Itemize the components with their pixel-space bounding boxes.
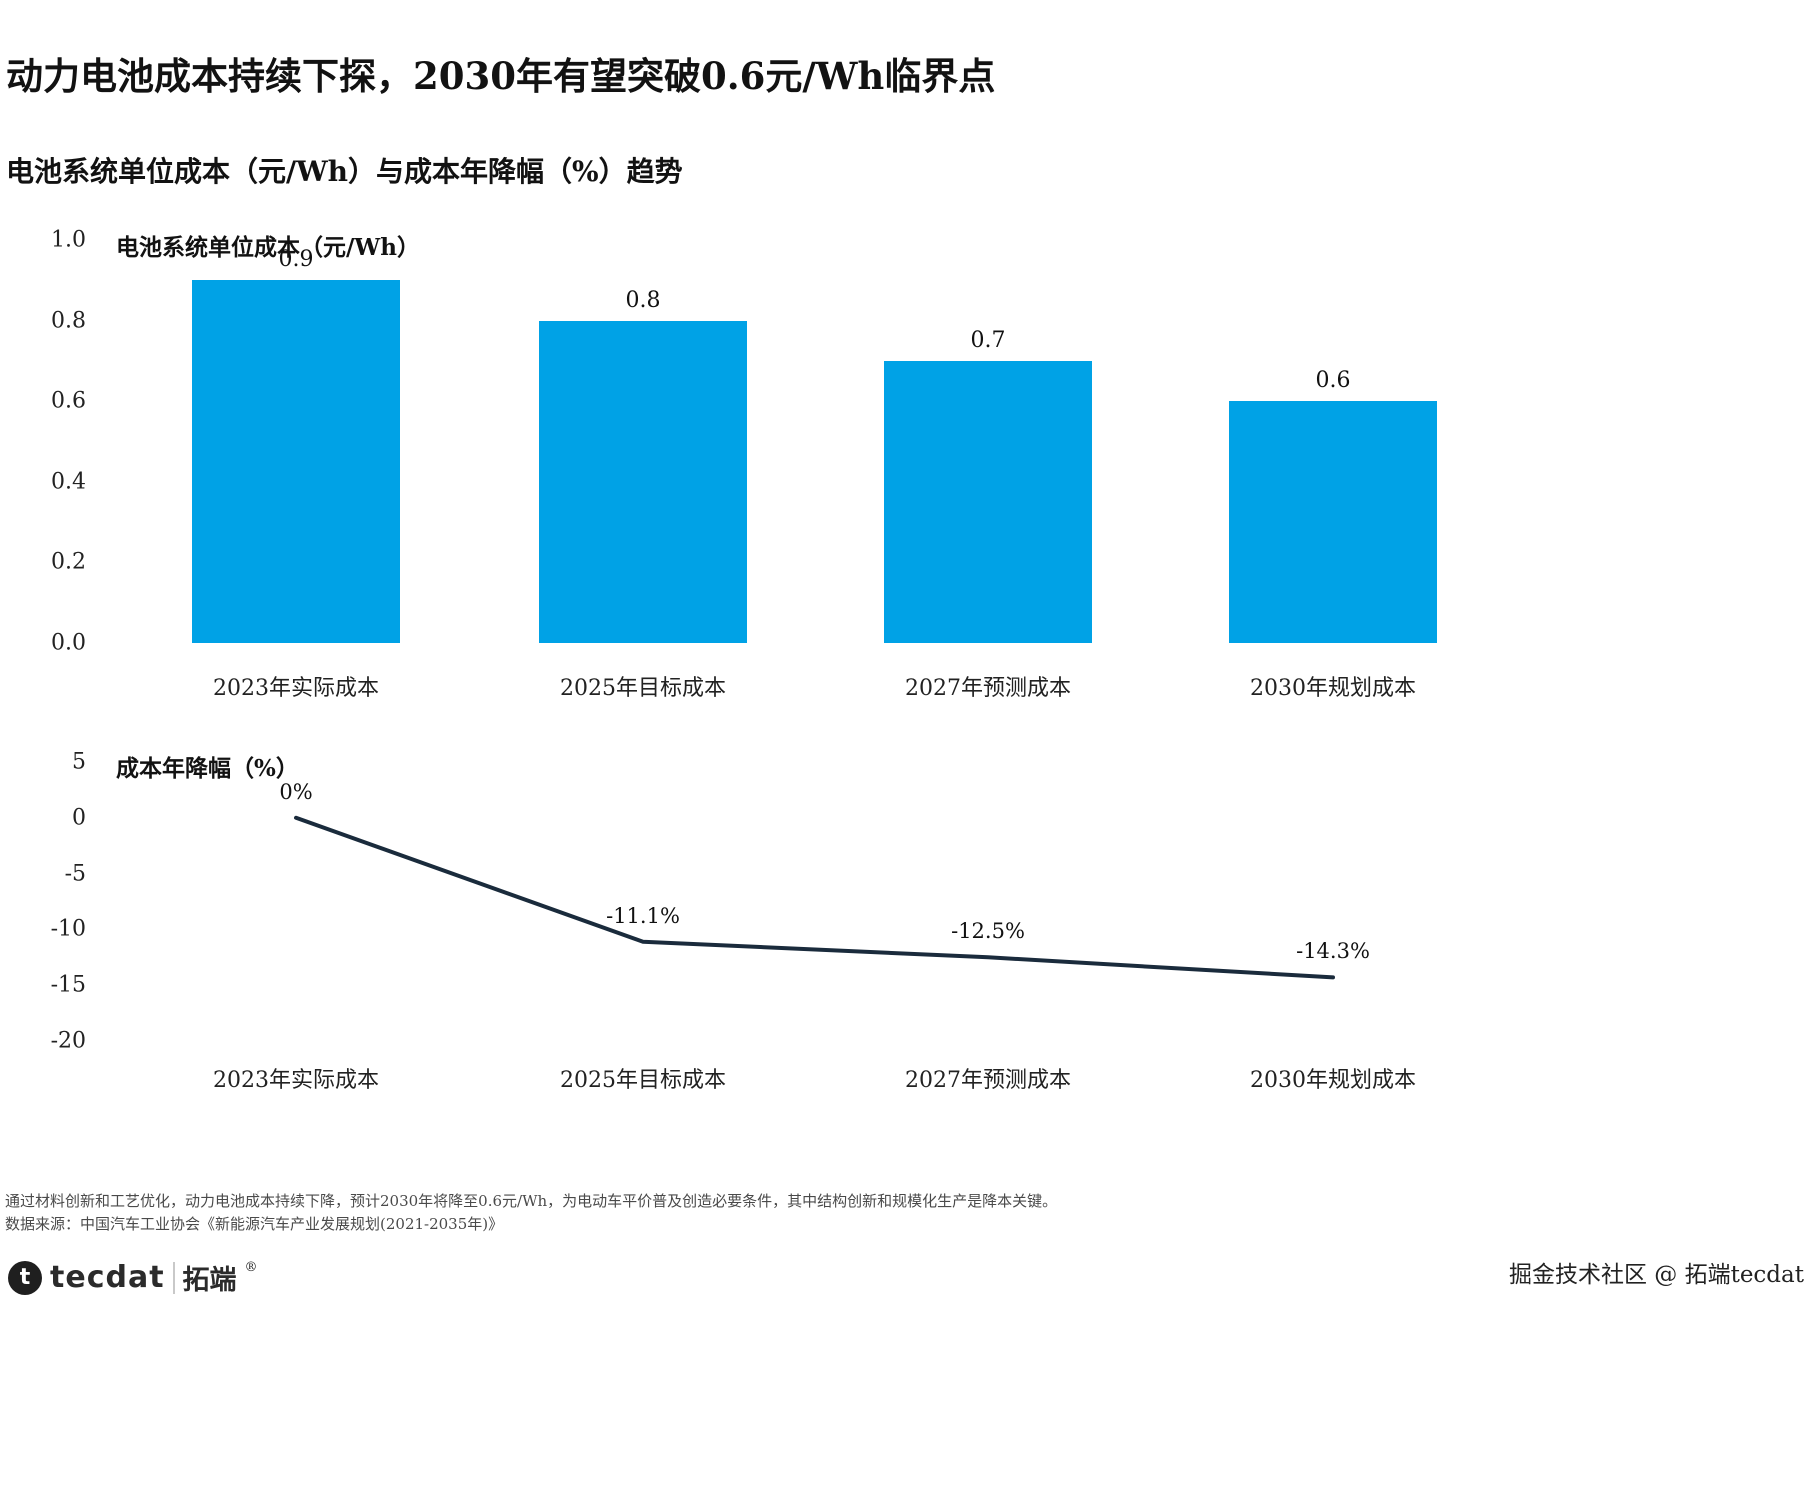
brand-name: tecdat: [50, 1260, 165, 1295]
cost-bar: [192, 280, 400, 643]
tecdat-logo-icon: t: [8, 1260, 42, 1295]
line-x-category-label: 2023年实际成本: [213, 1068, 379, 1093]
bar-value-label: 0.6: [1315, 368, 1351, 394]
bar-y-tick-label: 0.4: [51, 469, 86, 495]
registered-mark: ®: [244, 1260, 258, 1275]
line-point-label: -11.1%: [606, 903, 680, 928]
bar-y-tick-label: 0.8: [51, 308, 86, 334]
line-x-category-label: 2025年目标成本: [560, 1068, 726, 1093]
line-y-tick-label: 5: [72, 749, 86, 775]
bar-value-label: 0.8: [625, 287, 661, 313]
watermark: 掘金技术社区 @ 拓端tecdat: [1508, 1262, 1804, 1288]
trend-polyline: [294, 815, 1335, 980]
line-chart-title: 成本年降幅（%）: [116, 755, 299, 782]
line-point-label: -14.3%: [1296, 939, 1370, 964]
brand-name-cn: 拓端: [182, 1265, 237, 1296]
bar-chart-title: 电池系统单位成本（元/Wh）: [116, 234, 420, 261]
bar-y-tick-label: 1.0: [51, 227, 86, 253]
source-text: 数据来源：中国汽车工业协会《新能源汽车产业发展规划(2021-2035年)》: [5, 1215, 504, 1233]
brand-separator: [172, 1261, 175, 1294]
bar-x-category-label: 2027年预测成本: [905, 676, 1071, 701]
line-point-label: 0%: [279, 779, 313, 804]
line-y-tick-label: -20: [50, 1028, 86, 1054]
line-y-tick-label: -10: [50, 916, 86, 942]
line-y-tick-label: -15: [50, 972, 86, 998]
cost-bar: [539, 320, 747, 643]
line-x-category-label: 2027年预测成本: [905, 1068, 1071, 1093]
line-point-label: -12.5%: [951, 919, 1025, 944]
bar-y-tick-label: 0.2: [51, 549, 86, 575]
page-title: 动力电池成本持续下探，2030年有望突破0.6元/Wh临界点: [6, 54, 996, 98]
cost-bar: [1229, 401, 1437, 643]
bar-value-label: 0.9: [278, 247, 314, 273]
line-y-tick-label: -5: [64, 861, 86, 887]
bar-x-category-label: 2025年目标成本: [560, 676, 726, 701]
line-y-tick-label: 0: [72, 805, 86, 831]
line-x-category-label: 2030年规划成本: [1250, 1068, 1416, 1093]
brand-logo: t tecdat 拓端 ®: [8, 1258, 258, 1297]
bar-value-label: 0.7: [970, 327, 1006, 353]
bar-x-category-label: 2023年实际成本: [213, 676, 379, 701]
bar-x-category-label: 2030年规划成本: [1250, 676, 1416, 701]
page-subtitle: 电池系统单位成本（元/Wh）与成本年降幅（%）趋势: [6, 155, 683, 188]
bar-y-tick-label: 0.6: [51, 388, 86, 414]
cost-bar: [884, 360, 1092, 643]
note-text: 通过材料创新和工艺优化，动力电池成本持续下降，预计2030年将降至0.6元/Wh…: [5, 1192, 1058, 1210]
bar-y-tick-label: 0.0: [51, 630, 86, 656]
